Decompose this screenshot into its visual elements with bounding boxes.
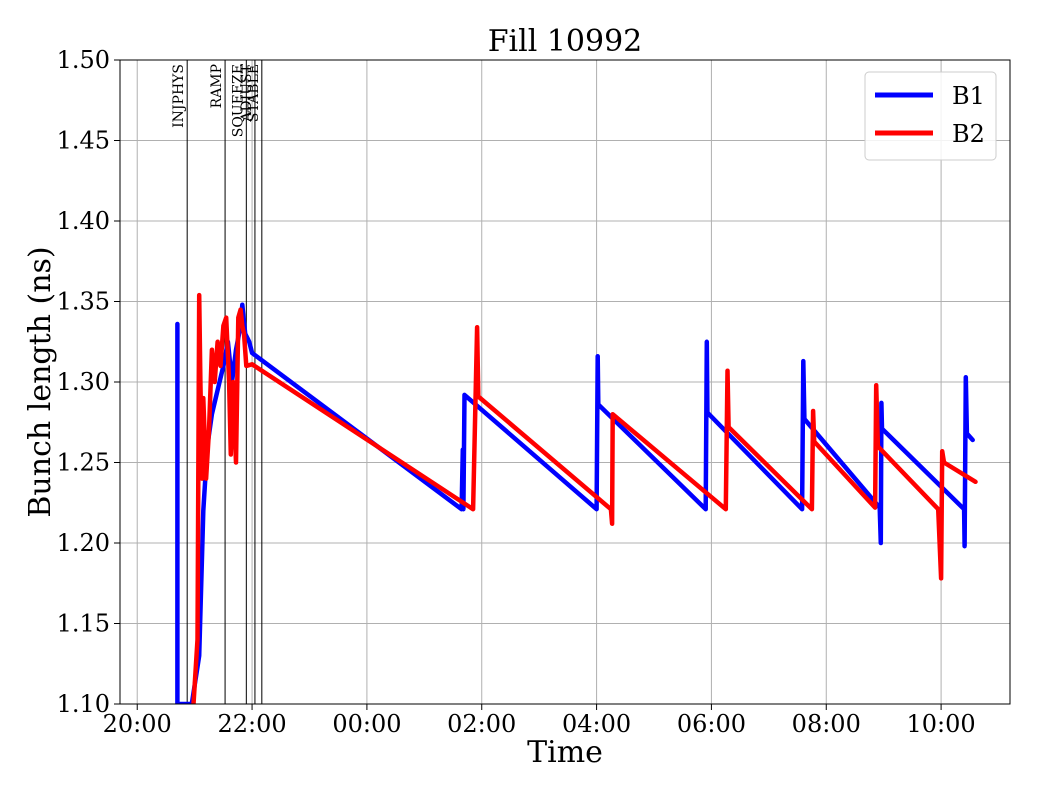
legend: B1 B2	[864, 71, 997, 161]
x-tick-label: 20:00	[103, 710, 172, 738]
y-tick-label: 1.45	[57, 127, 110, 155]
x-tick-label: 10:00	[907, 710, 976, 738]
legend-label-b1: B1	[952, 82, 985, 110]
phase-label-ramp: RAMP	[209, 64, 225, 108]
y-tick-label: 1.20	[57, 529, 110, 557]
y-tick-label: 1.40	[57, 207, 110, 235]
phase-label-stable: STABLE	[246, 64, 262, 122]
y-tick-label: 1.30	[57, 368, 110, 396]
legend-label-b2: B2	[952, 120, 985, 148]
y-tick-label: 1.25	[57, 449, 110, 477]
x-tick-label: 00:00	[332, 710, 401, 738]
plot-area	[175, 292, 978, 704]
y-tick-label: 1.15	[57, 610, 110, 638]
y-tick-label: 1.50	[57, 46, 110, 74]
x-tick-label: 06:00	[677, 710, 746, 738]
phase-label-injphys: INJPHYS	[171, 64, 187, 128]
phase-label-adjust: ADJUST	[239, 63, 255, 122]
x-tick-label: 08:00	[792, 710, 861, 738]
y-axis-title: Bunch length (ns)	[23, 246, 58, 517]
x-tick-label: 22:00	[217, 710, 286, 738]
x-tick-label: 04:00	[562, 710, 631, 738]
y-tick-label: 1.35	[57, 288, 110, 316]
phase-label-squeeze: SQUEEZE	[230, 64, 246, 137]
y-tick-label: 1.10	[57, 690, 110, 718]
x-tick-label: 02:00	[447, 710, 516, 738]
x-axis-title: Time	[527, 735, 603, 770]
series-line-b2	[191, 292, 978, 704]
y-axis: 1.10 1.15 1.20 1.25 1.30 1.35 1.40 1.45 1.50	[57, 46, 120, 718]
x-axis: 20:00 22:00 00:00 02:00 04:00 06:00 08:00 10:00	[103, 704, 976, 738]
chart-title: Fill 10992	[488, 24, 643, 59]
